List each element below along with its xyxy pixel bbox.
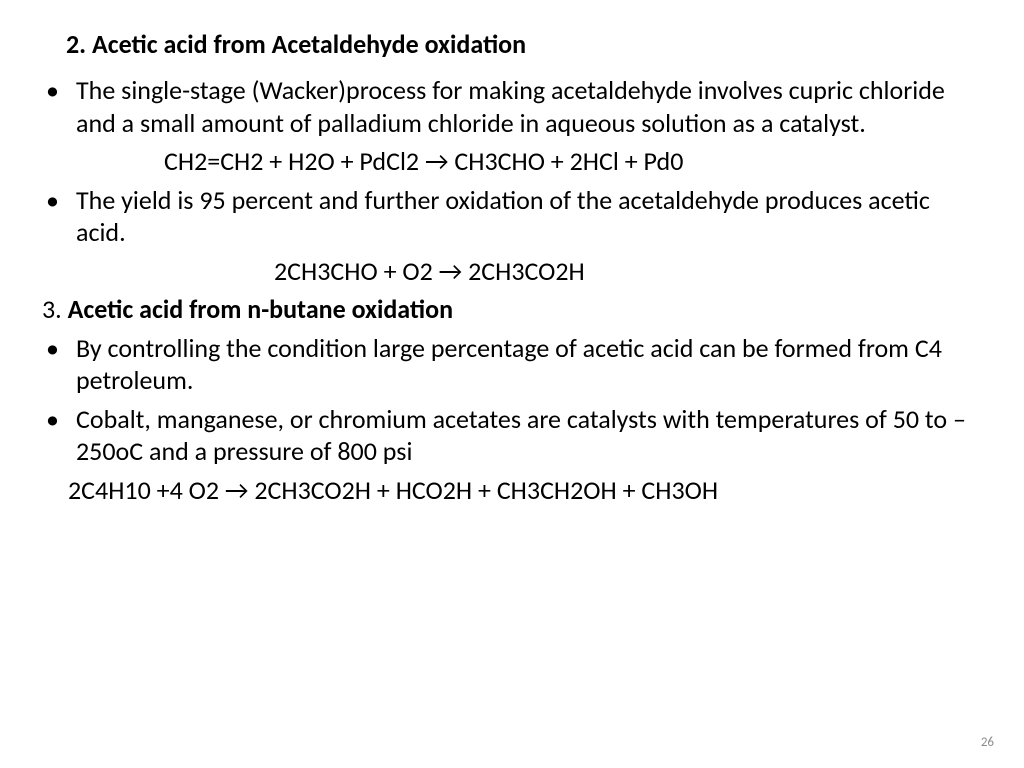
slide-heading: 2. Acetic acid from Acetaldehyde oxidati… (42, 28, 982, 60)
bullet-text-3: By controlling the condition large perce… (76, 332, 982, 397)
bullet-item-3: • By controlling the condition large per… (42, 332, 982, 397)
equation-1: CH2=CH2 + H2O + PdCl2 → CH3CHO + 2HCl + … (42, 145, 982, 178)
equation-3: 2C4H10 +4 O2 → 2CH3CO2H + HCO2H + CH3CH2… (42, 474, 982, 507)
bullet-item-2: • The yield is 95 percent and further ox… (42, 184, 982, 249)
bullet-marker: • (42, 74, 76, 139)
bullet-text-2: The yield is 95 percent and further oxid… (76, 184, 982, 249)
bullet-marker: • (42, 403, 76, 468)
subhead-number: 3. (42, 293, 68, 325)
page-number: 26 (981, 735, 994, 750)
bullet-marker: • (42, 332, 76, 397)
bullet-item-4: • Cobalt, manganese, or chromium acetate… (42, 403, 982, 468)
bullet-text-4: Cobalt, manganese, or chromium acetates … (76, 403, 982, 468)
bullet-marker: • (42, 184, 76, 249)
subheading-3: 3. Acetic acid from n-butane oxidation (42, 293, 982, 326)
subhead-title: Acetic acid from n-butane oxidation (68, 293, 453, 325)
bullet-item-1: • The single-stage (Wacker)process for m… (42, 74, 982, 139)
bullet-text-1: The single-stage (Wacker)process for mak… (76, 74, 982, 139)
equation-2: 2CH3CHO + O2 → 2CH3CO2H (42, 255, 982, 288)
